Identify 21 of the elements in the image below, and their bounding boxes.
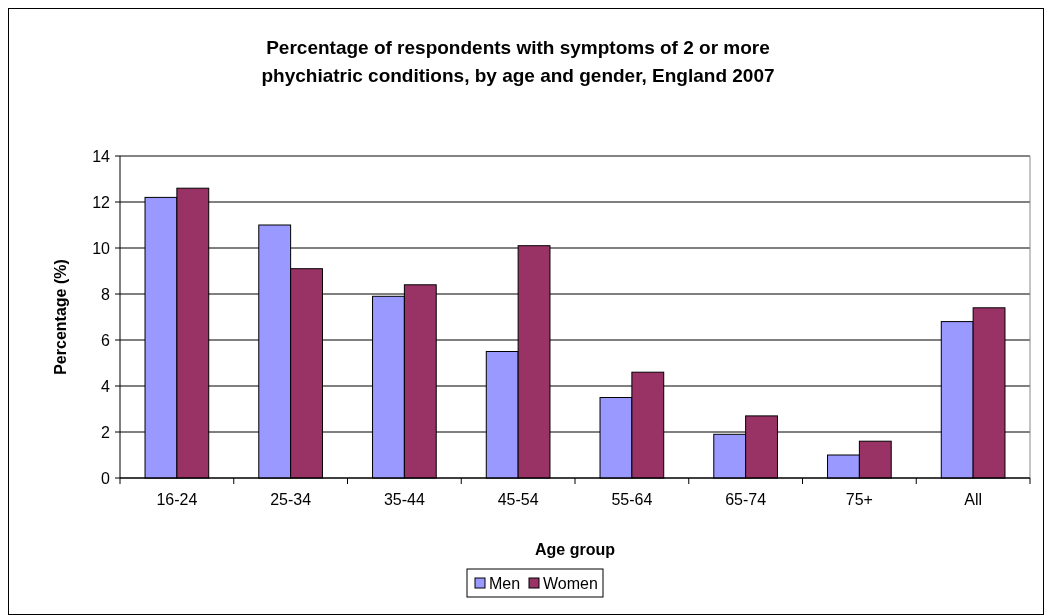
x-tick-label: 16-24 — [156, 491, 198, 508]
x-tick-label: 35-44 — [383, 491, 425, 508]
x-tick-label: 75+ — [845, 491, 873, 508]
y-tick-label: 8 — [101, 285, 111, 303]
legend-label: Women — [543, 574, 598, 592]
x-axis-title: Age group — [535, 541, 616, 558]
y-tick-label: 2 — [101, 423, 111, 441]
chart-title: Percentage of respondents with symptoms of 2 or more phychiatric conditions, by age and gender, England 2007 — [261, 37, 775, 86]
y-tick-label: 6 — [101, 331, 111, 349]
x-tick-label: All — [964, 491, 983, 508]
x-tick-label: 65-74 — [725, 491, 767, 508]
y-axis-title: Percentage (%) — [52, 259, 69, 375]
y-tick-label: 0 — [101, 469, 111, 487]
x-tick-label: 55-64 — [611, 491, 653, 508]
legend-label: Men — [489, 574, 521, 592]
y-tick-label: 10 — [92, 239, 111, 257]
y-tick-label: 14 — [92, 147, 111, 165]
x-tick-label: 45-54 — [497, 491, 539, 508]
y-tick-label: 12 — [92, 193, 111, 211]
y-tick-label: 4 — [101, 377, 111, 395]
x-tick-label: 25-34 — [270, 491, 312, 508]
